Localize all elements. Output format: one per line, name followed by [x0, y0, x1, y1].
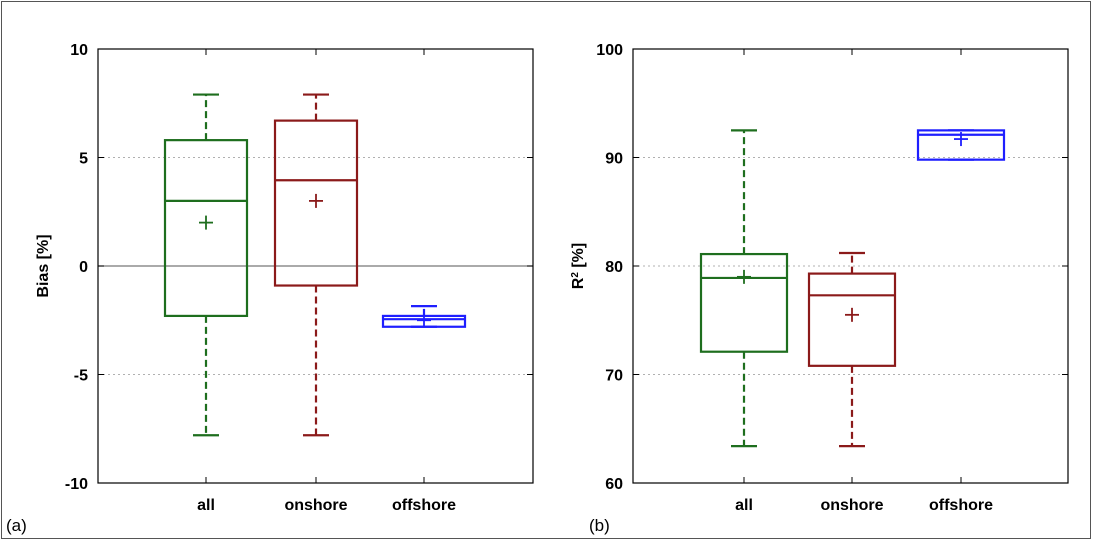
box-onshore	[807, 251, 897, 448]
panel-label: (a)	[6, 516, 27, 535]
box-all	[163, 93, 249, 437]
y-tick-label: 90	[605, 151, 623, 168]
y-tick-label: 80	[605, 259, 623, 276]
y-tick-label: 5	[79, 151, 88, 168]
box-onshore	[273, 93, 359, 437]
panel-label: (b)	[589, 516, 610, 535]
y-tick-label: 100	[596, 42, 623, 59]
chart-panel-2: 60 70 80 90 100 all onshore offshore R2 [%] (b)	[570, 42, 1069, 535]
y-tick-label: 0	[79, 259, 88, 276]
plot-frame	[632, 48, 1069, 484]
x-tick-label: offshore	[392, 497, 456, 514]
plot-frame	[97, 48, 534, 484]
y-axis-label: R2 [%]	[570, 243, 588, 289]
y-axis-label: Bias [%]	[35, 234, 52, 297]
y-tick-label: -10	[65, 476, 88, 493]
x-tick-label: all	[735, 497, 753, 514]
box-iqr	[163, 139, 249, 318]
y-tick-label: 10	[70, 42, 88, 59]
box-iqr	[916, 129, 1006, 161]
box-iqr	[273, 119, 359, 287]
box-offshore	[916, 129, 1006, 161]
x-tick-label: offshore	[929, 497, 993, 514]
y-tick-label: -5	[74, 368, 88, 385]
chart-panel-1: -10 -5 0 5 10 all onshore offshore Bias [%] (a)	[6, 42, 534, 535]
box-all	[699, 129, 789, 448]
box-iqr	[699, 252, 789, 353]
y-tick-label: 70	[605, 368, 623, 385]
box-iqr	[807, 272, 897, 367]
x-tick-label: onshore	[820, 497, 883, 514]
y-tick-label: 60	[605, 476, 623, 493]
x-tick-label: all	[197, 497, 215, 514]
box-offshore	[381, 305, 467, 328]
x-tick-label: onshore	[284, 497, 347, 514]
